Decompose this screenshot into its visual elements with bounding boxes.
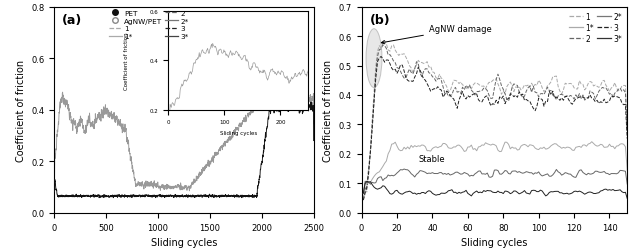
Legend: 1, 1*, 2, 2*, 3, 3*: 1, 1*, 2, 2*, 3, 3* xyxy=(568,11,623,45)
X-axis label: Sliding cycles: Sliding cycles xyxy=(151,237,217,247)
Text: Stable: Stable xyxy=(419,155,445,164)
Y-axis label: Coefficient of friction: Coefficient of friction xyxy=(16,59,26,161)
Text: (b): (b) xyxy=(369,14,390,27)
X-axis label: Sliding cycles: Sliding cycles xyxy=(461,237,527,247)
Text: AgNW damage: AgNW damage xyxy=(381,25,492,45)
Legend: PET, AgNW/PET, 1, 1*, 2, 2*, 3, 3*: PET, AgNW/PET, 1, 1*, 2, 2*, 3, 3* xyxy=(108,9,189,42)
Ellipse shape xyxy=(366,29,382,88)
Text: (a): (a) xyxy=(62,14,83,27)
Y-axis label: Coefficient of friction: Coefficient of friction xyxy=(323,59,333,161)
